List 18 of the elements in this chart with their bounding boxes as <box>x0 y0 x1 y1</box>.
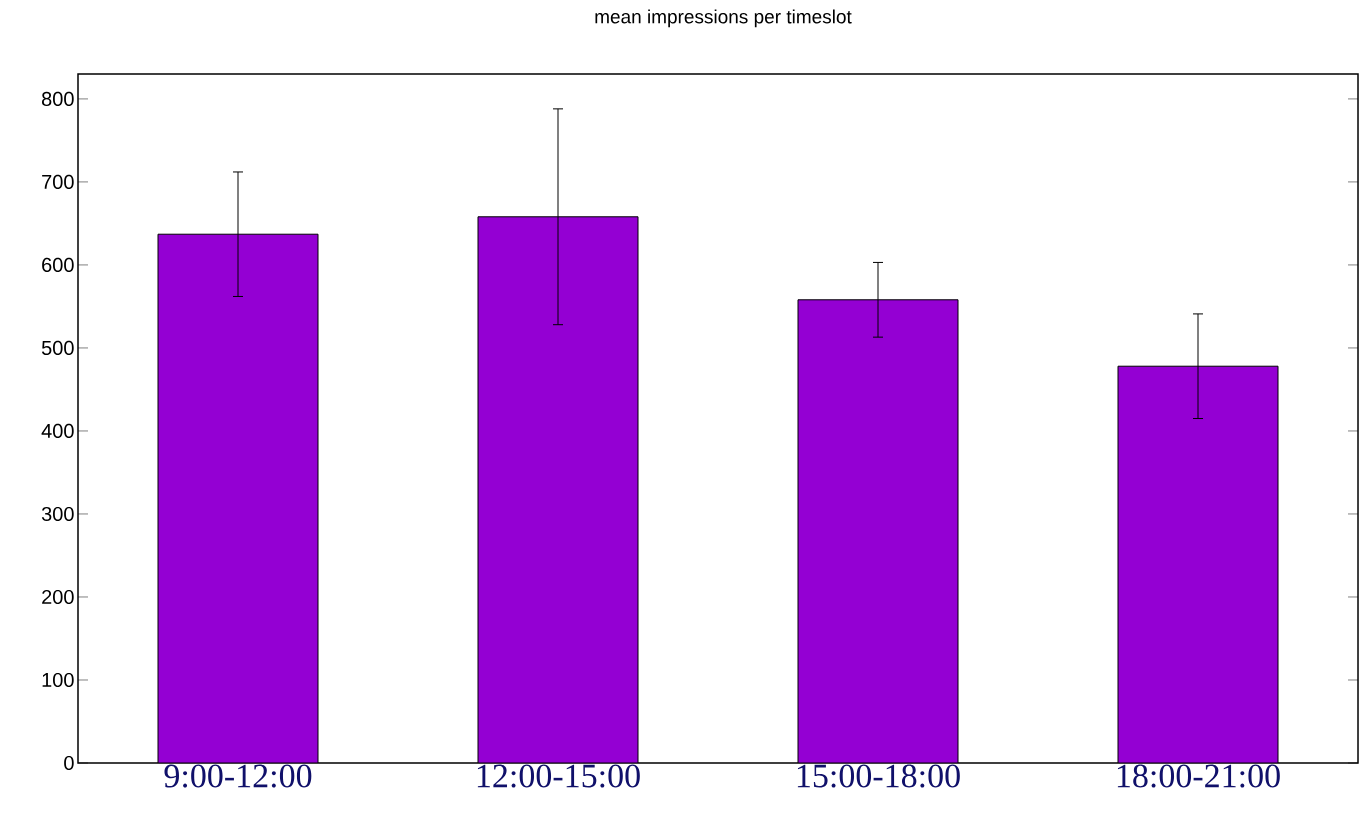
x-tick-label: 18:00-21:00 <box>1117 764 1280 788</box>
y-tick-label: 700 <box>42 174 74 189</box>
x-tick-label: 15:00-18:00 <box>797 764 960 788</box>
bar <box>477 216 639 763</box>
y-tick-label: 400 <box>41 423 74 439</box>
chart-title: mean impressions per timeslot <box>595 9 852 28</box>
y-tick-label: 0 <box>64 755 74 771</box>
x-tick-label: 12:00-15:00 <box>477 764 640 788</box>
bar <box>797 299 959 763</box>
bar <box>157 233 319 763</box>
y-tick-label: 300 <box>41 506 74 522</box>
y-tick-label: 500 <box>41 340 74 356</box>
y-tick-label: 600 <box>42 257 74 273</box>
y-tick-label: 200 <box>42 589 74 605</box>
y-tick-label: 100 <box>42 672 74 688</box>
bar <box>1117 365 1279 763</box>
x-tick-label: 9:00-12:00 <box>164 764 312 788</box>
y-tick-label: 800 <box>41 91 74 106</box>
